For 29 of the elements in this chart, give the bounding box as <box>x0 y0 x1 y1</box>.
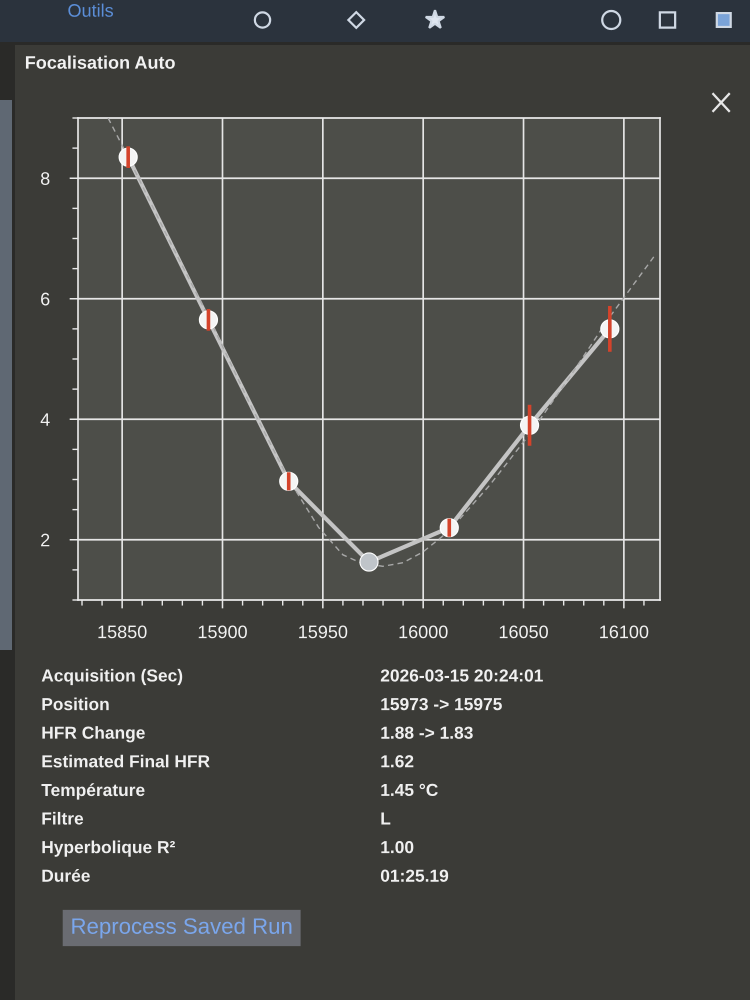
x-tick-label: 16050 <box>500 625 548 638</box>
text: Durée <box>42 868 90 882</box>
text: 1.00 <box>381 840 414 854</box>
text: 2026-03-15 20:24:01 <box>380 669 543 682</box>
text: Hyperbolique R² <box>42 840 175 857</box>
text: 1.88 -> 1.83 <box>381 726 473 739</box>
text: 1.62 <box>381 755 414 768</box>
text: Acquisition (Sec) <box>42 668 182 686</box>
text: Position <box>42 698 109 710</box>
y-tick-label: 8 <box>40 172 50 185</box>
text: Filtre <box>42 812 84 825</box>
text: 15973 -> 15975 <box>381 698 502 710</box>
y-tick-label: 6 <box>41 292 50 306</box>
x-tick-label: 15850 <box>98 625 147 638</box>
y-tick-label: 2 <box>41 534 50 546</box>
text: HFR Change <box>42 726 145 742</box>
text: L <box>381 812 390 824</box>
chart-title: Focalisation Auto <box>26 56 175 69</box>
text: Température <box>41 783 145 800</box>
x-tick-label: 16100 <box>600 625 648 638</box>
text: Outils <box>68 4 113 17</box>
y-tick-label: 4 <box>40 413 50 426</box>
text: Estimated Final HFR <box>42 754 210 768</box>
text: 1.45 °C <box>381 784 438 796</box>
text: Reprocess Saved Run <box>72 918 292 938</box>
x-tick-label: 16000 <box>399 625 448 638</box>
x-tick-label: 15950 <box>299 625 348 638</box>
text: 01:25.19 <box>380 870 448 882</box>
x-tick-label: 15900 <box>198 625 247 638</box>
